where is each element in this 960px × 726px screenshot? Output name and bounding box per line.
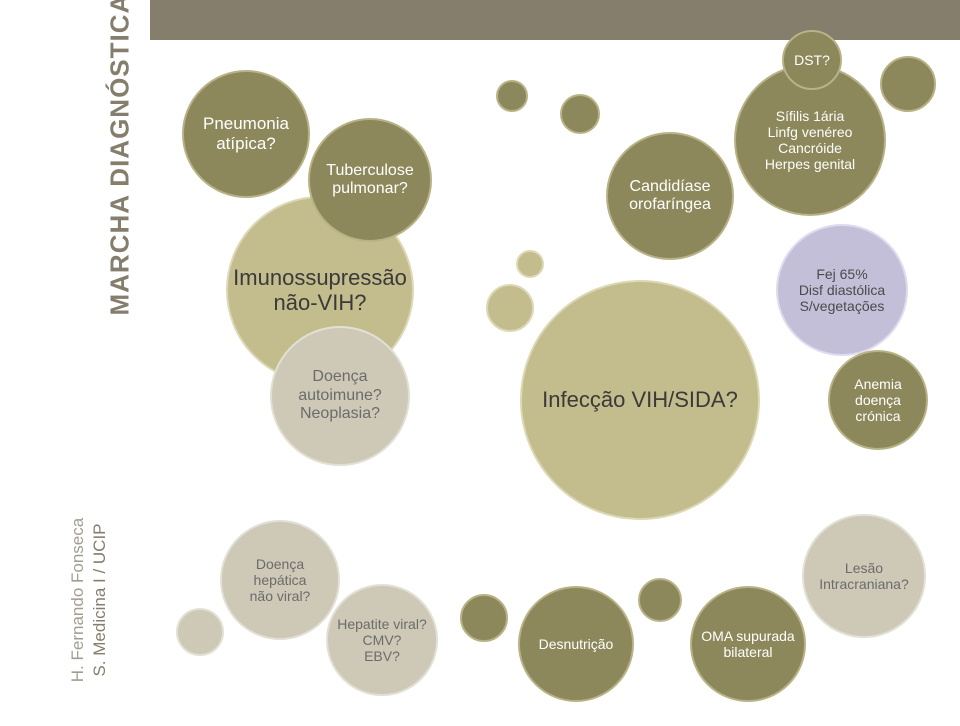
vertical-author-label: H. Fernando Fonseca: [68, 450, 88, 726]
bubble-dot-top1: [496, 80, 528, 112]
header-band: [150, 0, 960, 40]
bubble-sifilis-label: Sífilis 1ária Linfg venéreo Cancróide He…: [759, 108, 861, 172]
bubble-dot-top2: [560, 94, 600, 134]
bubble-hepatite: Hepatite viral? CMV? EBV?: [326, 584, 438, 696]
bubble-anemia: Anemia doença crónica: [828, 350, 928, 450]
bubble-infeccao-label: Infecção VIH/SIDA?: [536, 387, 744, 412]
bubble-candid-label: Candidíase orofaríngea: [608, 178, 732, 215]
bubble-fej: Fej 65% Disf diastólica S/vegetações: [776, 224, 908, 356]
bubble-tuberculose-label: Tuberculose pulmonar?: [310, 162, 430, 199]
bubble-dot-bot2: [460, 594, 508, 642]
bubble-dst-label: DST?: [788, 52, 836, 68]
bubble-dot-bot1: [176, 608, 224, 656]
diagram-stage: MARCHA DIAGNÓSTICA H. Fernando Fonseca S…: [0, 0, 960, 726]
bubble-dot-bot3: [638, 578, 682, 622]
vertical-title: MARCHA DIAGNÓSTICA: [105, 16, 136, 316]
bubble-pneumonia-label: Pneumonia atípica?: [184, 114, 308, 153]
bubble-pneumonia: Pneumonia atípica?: [182, 70, 310, 198]
bubble-hepatite-label: Hepatite viral? CMV? EBV?: [331, 616, 433, 664]
bubble-tuberculose: Tuberculose pulmonar?: [308, 118, 432, 242]
bubble-lesao: Lesão Intracraniana?: [802, 514, 926, 638]
bubble-candid: Candidíase orofaríngea: [606, 132, 734, 260]
bubble-oma-label: OMA supurada bilateral: [692, 628, 804, 660]
bubble-fej-label: Fej 65% Disf diastólica S/vegetações: [793, 266, 891, 314]
bubble-dst: DST?: [782, 30, 842, 90]
bubble-dot-mid2: [486, 284, 534, 332]
bubble-oma: OMA supurada bilateral: [690, 586, 806, 702]
bubble-anemia-label: Anemia doença crónica: [830, 376, 926, 424]
bubble-lesao-label: Lesão Intracraniana?: [804, 560, 924, 592]
bubble-desnutricao-label: Desnutrição: [533, 636, 620, 652]
bubble-autoimune-label: Doença autoimune? Neoplasia?: [272, 368, 408, 423]
bubble-hepatica-label: Doença hepática não viral?: [222, 556, 338, 604]
bubble-imuno-label: Imunossupressão não-VIH?: [227, 265, 413, 316]
bubble-hepatica: Doença hepática não viral?: [220, 520, 340, 640]
bubble-dot-mid1: [516, 250, 544, 278]
bubble-dot-right: [880, 56, 936, 112]
vertical-dept-label: S. Medicina I / UCIP: [90, 450, 110, 726]
bubble-autoimune: Doença autoimune? Neoplasia?: [270, 326, 410, 466]
bubble-infeccao: Infecção VIH/SIDA?: [520, 280, 760, 520]
bubble-desnutricao: Desnutrição: [518, 586, 634, 702]
